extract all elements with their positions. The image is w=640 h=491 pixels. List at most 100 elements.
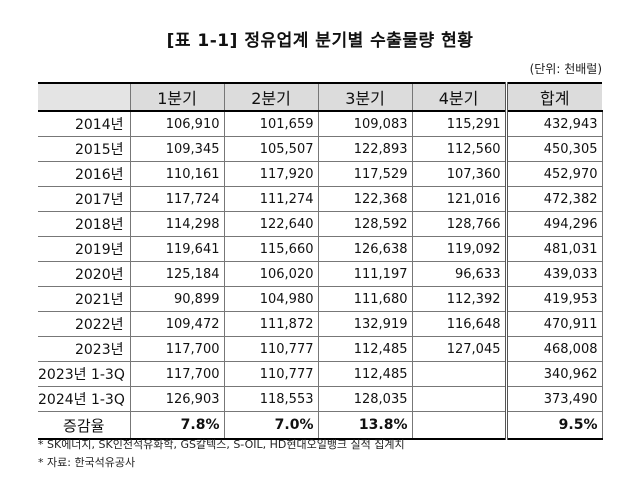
cell-q3: 132,919: [318, 311, 413, 337]
cell-q4: [412, 411, 507, 440]
cell-q1: 114,298: [130, 211, 225, 237]
row-label: 2014년: [38, 111, 131, 137]
cell-q4: [412, 386, 507, 412]
cell-q2: 118,553: [224, 386, 319, 412]
row-label: 2017년: [38, 186, 131, 212]
table-row: 2017년 117,724 111,274 122,368 121,016 472,382: [38, 186, 603, 212]
cell-q2: 110,777: [224, 361, 319, 387]
cell-total: 340,962: [504, 361, 603, 387]
cell-q4: 115,291: [412, 111, 507, 137]
cell-total: 472,382: [504, 186, 603, 212]
header-corner: [38, 82, 131, 112]
cell-q3: 122,368: [318, 186, 413, 212]
row-label: 2015년: [38, 136, 131, 162]
cell-q1: 117,700: [130, 336, 225, 362]
cell-q4: 107,360: [412, 161, 507, 187]
cell-q1: 117,724: [130, 186, 225, 212]
cell-q3: 111,680: [318, 286, 413, 312]
row-label: 2023년: [38, 336, 131, 362]
cell-q1: 90,899: [130, 286, 225, 312]
cell-q1: 125,184: [130, 261, 225, 287]
cell-q1: 109,345: [130, 136, 225, 162]
cell-total: 373,490: [504, 386, 603, 412]
cell-q3: 112,485: [318, 361, 413, 387]
cell-q2: 122,640: [224, 211, 319, 237]
table-row: 2022년 109,472 111,872 132,919 116,648 470,911: [38, 311, 603, 337]
header-row: 1분기 2분기 3분기 4분기 합계: [38, 82, 602, 112]
growth-row: 증감율 7.8% 7.0% 13.8% 9.5%: [38, 411, 603, 440]
cell-total: 9.5%: [504, 411, 603, 440]
cell-q1: 109,472: [130, 311, 225, 337]
row-label: 2019년: [38, 236, 131, 262]
cell-q2: 117,920: [224, 161, 319, 187]
cell-q3: 112,485: [318, 336, 413, 362]
cell-q4: [412, 361, 507, 387]
cell-q3: 13.8%: [318, 411, 413, 440]
export-volume-table: 1분기 2분기 3분기 4분기 합계 2014년 106,910 101,659 10…: [38, 82, 603, 440]
row-label: 2021년: [38, 286, 131, 312]
cell-q1: 106,910: [130, 111, 225, 137]
table-row: 2018년 114,298 122,640 128,592 128,766 494,296: [38, 211, 603, 237]
cell-q1: 126,903: [130, 386, 225, 412]
cell-q3: 128,035: [318, 386, 413, 412]
header-q4: 4분기: [412, 82, 506, 112]
cell-q4: 116,648: [412, 311, 507, 337]
header-total: 합계: [504, 82, 602, 112]
table-row: 2019년 119,641 115,660 126,638 119,092 481,031: [38, 236, 603, 262]
table-row: 2023년 117,700 110,777 112,485 127,045 468,008: [38, 336, 603, 362]
cell-q2: 110,777: [224, 336, 319, 362]
header-q1: 1분기: [130, 82, 225, 112]
cell-q4: 121,016: [412, 186, 507, 212]
row-label: 2024년 1-3Q: [38, 386, 131, 412]
cell-q4: 127,045: [412, 336, 507, 362]
row-label: 2022년: [38, 311, 131, 337]
cell-q2: 111,872: [224, 311, 319, 337]
cell-q3: 109,083: [318, 111, 413, 137]
cell-q3: 111,197: [318, 261, 413, 287]
cell-total: 439,033: [504, 261, 603, 287]
cell-q3: 128,592: [318, 211, 413, 237]
cell-total: 481,031: [504, 236, 603, 262]
table-row: 2015년 109,345 105,507 122,893 112,560 450,305: [38, 136, 603, 162]
cell-q2: 106,020: [224, 261, 319, 287]
cell-q3: 122,893: [318, 136, 413, 162]
cell-q2: 104,980: [224, 286, 319, 312]
cell-q4: 96,633: [412, 261, 507, 287]
cell-q4: 119,092: [412, 236, 507, 262]
row-label: 2016년: [38, 161, 131, 187]
header-q3: 3분기: [318, 82, 413, 112]
cell-total: 450,305: [504, 136, 603, 162]
unit-label: (단위: 천배럴): [529, 62, 602, 76]
cell-total: 419,953: [504, 286, 603, 312]
footnote-source: * 자료: 한국석유공사: [38, 456, 136, 469]
table-row: 2020년 125,184 106,020 111,197 96,633 439,033: [38, 261, 603, 287]
table-row: 2021년 90,899 104,980 111,680 112,392 419,953: [38, 286, 603, 312]
cell-q1: 117,700: [130, 361, 225, 387]
cell-q2: 111,274: [224, 186, 319, 212]
cell-q1: 7.8%: [130, 411, 225, 440]
table-row: 2016년 110,161 117,920 117,529 107,360 452,970: [38, 161, 603, 187]
cell-q3: 126,638: [318, 236, 413, 262]
row-label: 2023년 1-3Q: [38, 361, 131, 387]
cell-q3: 117,529: [318, 161, 413, 187]
row-label: 증감율: [38, 411, 131, 440]
cell-q2: 105,507: [224, 136, 319, 162]
cell-q4: 112,560: [412, 136, 507, 162]
cell-q1: 119,641: [130, 236, 225, 262]
footnote-companies: * SK에너지, SK인천석유화학, GS칼텍스, S-OIL, HD현대오일뱅…: [38, 438, 405, 451]
header-q2: 2분기: [224, 82, 319, 112]
cell-total: 470,911: [504, 311, 603, 337]
cell-total: 452,970: [504, 161, 603, 187]
cell-total: 468,008: [504, 336, 603, 362]
cell-q1: 110,161: [130, 161, 225, 187]
cell-q2: 7.0%: [224, 411, 319, 440]
cell-total: 432,943: [504, 111, 603, 137]
table-title: [표 1-1] 정유업계 분기별 수출물량 현황: [166, 31, 474, 51]
cell-q4: 128,766: [412, 211, 507, 237]
cell-q2: 101,659: [224, 111, 319, 137]
cell-q2: 115,660: [224, 236, 319, 262]
cell-total: 494,296: [504, 211, 603, 237]
cell-q4: 112,392: [412, 286, 507, 312]
table-row: 2014년 106,910 101,659 109,083 115,291 432,943: [38, 111, 603, 137]
table-row: 2023년 1-3Q 117,700 110,777 112,485 340,962: [38, 361, 603, 387]
